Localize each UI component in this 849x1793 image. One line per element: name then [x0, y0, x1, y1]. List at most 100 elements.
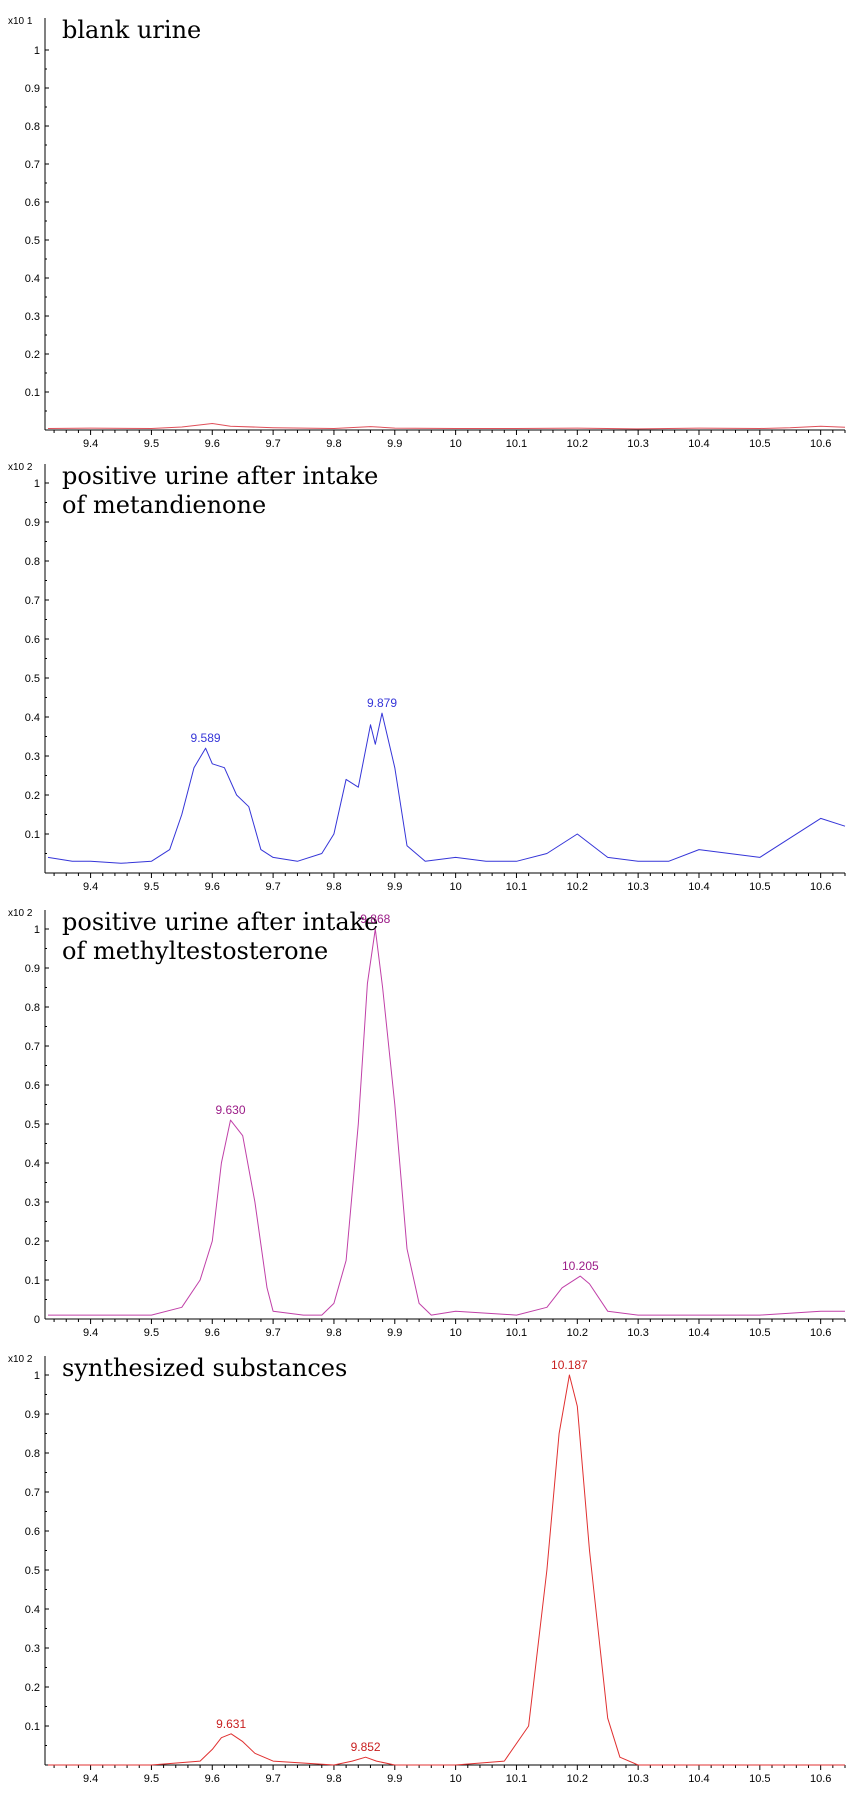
y-tick-label: 0.7 — [25, 1487, 40, 1499]
y-multiplier-label: x10 1 — [8, 16, 33, 27]
y-tick-label: 0.9 — [25, 963, 40, 975]
y-tick-label: 0.4 — [25, 1604, 40, 1616]
y-tick-label: 0.3 — [25, 751, 40, 763]
y-tick-label: 1 — [34, 924, 40, 936]
y-tick-label: 1 — [34, 478, 40, 490]
panel-title: positive urine after intake — [62, 462, 378, 490]
x-tick-label: 9.7 — [265, 1773, 280, 1785]
y-tick-label: 0.1 — [25, 1275, 40, 1287]
x-tick-label: 9.8 — [326, 1773, 341, 1785]
y-tick-label: 0.5 — [25, 1565, 40, 1577]
x-tick-label: 10.3 — [627, 1327, 648, 1339]
y-tick-label: 0.1 — [25, 387, 40, 399]
x-tick-label: 10.2 — [567, 1773, 588, 1785]
y-tick-label: 0.5 — [25, 673, 40, 685]
x-tick-label: 10.5 — [749, 881, 770, 893]
x-tick-label: 10.6 — [810, 1773, 831, 1785]
x-tick-label: 10.4 — [688, 1327, 709, 1339]
x-tick-label: 10.1 — [506, 881, 527, 893]
y-tick-label: 0.6 — [25, 634, 40, 646]
x-tick-label: 9.5 — [144, 1773, 159, 1785]
x-tick-label: 10 — [450, 1773, 462, 1785]
panel-title: positive urine after intake — [62, 908, 378, 936]
peak-label: 9.868 — [360, 912, 390, 926]
x-tick-label: 10.3 — [627, 1773, 648, 1785]
chromatogram-trace — [48, 1374, 845, 1766]
panel-title: synthesized substances — [62, 1354, 347, 1382]
y-tick-label: 0.7 — [25, 159, 40, 171]
chromatogram-panel-1: x10 1 1 0.9 0.8 0.7 0.6 0.5 0.4 0.3 0.2 0.1 9.4 9.5 9… — [8, 16, 846, 450]
y-tick-label: 0.2 — [25, 790, 40, 802]
y-tick-label: 0.9 — [25, 1409, 40, 1421]
x-tick-label: 10.4 — [688, 438, 709, 450]
x-tick-label: 9.4 — [83, 881, 98, 893]
x-tick-label: 10.3 — [627, 881, 648, 893]
y-tick-label: 0.5 — [25, 1119, 40, 1131]
y-tick-label: 1 — [34, 1370, 40, 1382]
x-tick-label: 9.9 — [387, 1773, 402, 1785]
x-tick-label: 9.7 — [265, 1327, 280, 1339]
x-tick-label: 10.2 — [567, 438, 588, 450]
y-tick-label: 0.2 — [25, 1682, 40, 1694]
panel-subtitle: of metandienone — [62, 491, 266, 519]
x-tick-label: 9.7 — [265, 881, 280, 893]
x-tick-label: 9.5 — [144, 881, 159, 893]
y-tick-label: 0.6 — [25, 1080, 40, 1092]
peak-label: 10.187 — [551, 1358, 588, 1372]
x-tick-label: 10.6 — [810, 1327, 831, 1339]
chromatogram-trace — [47, 712, 846, 864]
y-multiplier-label: x10 2 — [8, 1354, 33, 1365]
x-tick-label: 10.1 — [506, 438, 527, 450]
x-tick-label: 10 — [450, 881, 462, 893]
x-tick-label: 10.2 — [567, 1327, 588, 1339]
x-tick-label: 9.4 — [83, 438, 98, 450]
y-tick-label: 1 — [34, 45, 40, 57]
y-multiplier-label: x10 2 — [8, 462, 33, 473]
peak-label: 9.852 — [351, 1740, 381, 1754]
y-tick-label: 0.5 — [25, 235, 40, 247]
y-tick-label: 0.7 — [25, 1041, 40, 1053]
y-tick-label: 0 — [34, 1314, 40, 1326]
x-tick-label: 10.5 — [749, 438, 770, 450]
y-tick-label: 0.9 — [25, 83, 40, 95]
peak-label: 9.630 — [216, 1103, 246, 1117]
x-tick-label: 10.5 — [749, 1327, 770, 1339]
chromatogram-panel-2: x10 21 0.9 0.8 0.7 0.6 0.5 0.4 0.3 0.2 0.1 9.4 9.5 9… — [8, 462, 846, 893]
x-tick-label: 9.6 — [205, 438, 220, 450]
panel-subtitle: of methyltestosterone — [62, 937, 328, 965]
y-tick-label: 0.4 — [25, 712, 40, 724]
x-tick-label: 9.4 — [83, 1327, 98, 1339]
x-tick-label: 9.9 — [387, 1327, 402, 1339]
y-tick-label: 0.3 — [25, 311, 40, 323]
chromatogram-trace — [47, 423, 846, 430]
x-tick-label: 10.1 — [506, 1327, 527, 1339]
chromatogram-trace — [48, 928, 845, 1316]
y-multiplier-label: x10 2 — [8, 908, 33, 919]
x-tick-label: 10.3 — [627, 438, 648, 450]
y-tick-label: 0.8 — [25, 1002, 40, 1014]
y-tick-label: 0.2 — [25, 349, 40, 361]
x-tick-label: 9.9 — [387, 881, 402, 893]
y-tick-label: 0.4 — [25, 1158, 40, 1170]
x-tick-label: 10.5 — [749, 1773, 770, 1785]
x-tick-label: 9.6 — [205, 881, 220, 893]
x-tick-label: 9.6 — [205, 1773, 220, 1785]
x-tick-label: 9.6 — [205, 1327, 220, 1339]
x-tick-label: 9.5 — [144, 1327, 159, 1339]
y-tick-label: 0.6 — [25, 197, 40, 209]
y-tick-label: 0.3 — [25, 1197, 40, 1209]
x-tick-label: 9.5 — [144, 438, 159, 450]
y-tick-label: 0.4 — [25, 273, 40, 285]
x-tick-label: 10 — [450, 1327, 462, 1339]
x-tick-label: 9.9 — [387, 438, 402, 450]
x-tick-label: 10.1 — [506, 1773, 527, 1785]
y-tick-label: 0.9 — [25, 517, 40, 529]
x-tick-label: 9.8 — [326, 1327, 341, 1339]
x-tick-label: 10.4 — [688, 881, 709, 893]
x-tick-label: 9.4 — [83, 1773, 98, 1785]
peak-label: 9.589 — [191, 731, 221, 745]
chromatogram-panel-4: x10 21 0.9 0.8 0.7 0.6 0.5 0.4 0.3 0.2 0.1 9.4 9.5 9… — [8, 1354, 846, 1785]
peak-label: 9.879 — [367, 696, 397, 710]
y-tick-label: 0.7 — [25, 595, 40, 607]
